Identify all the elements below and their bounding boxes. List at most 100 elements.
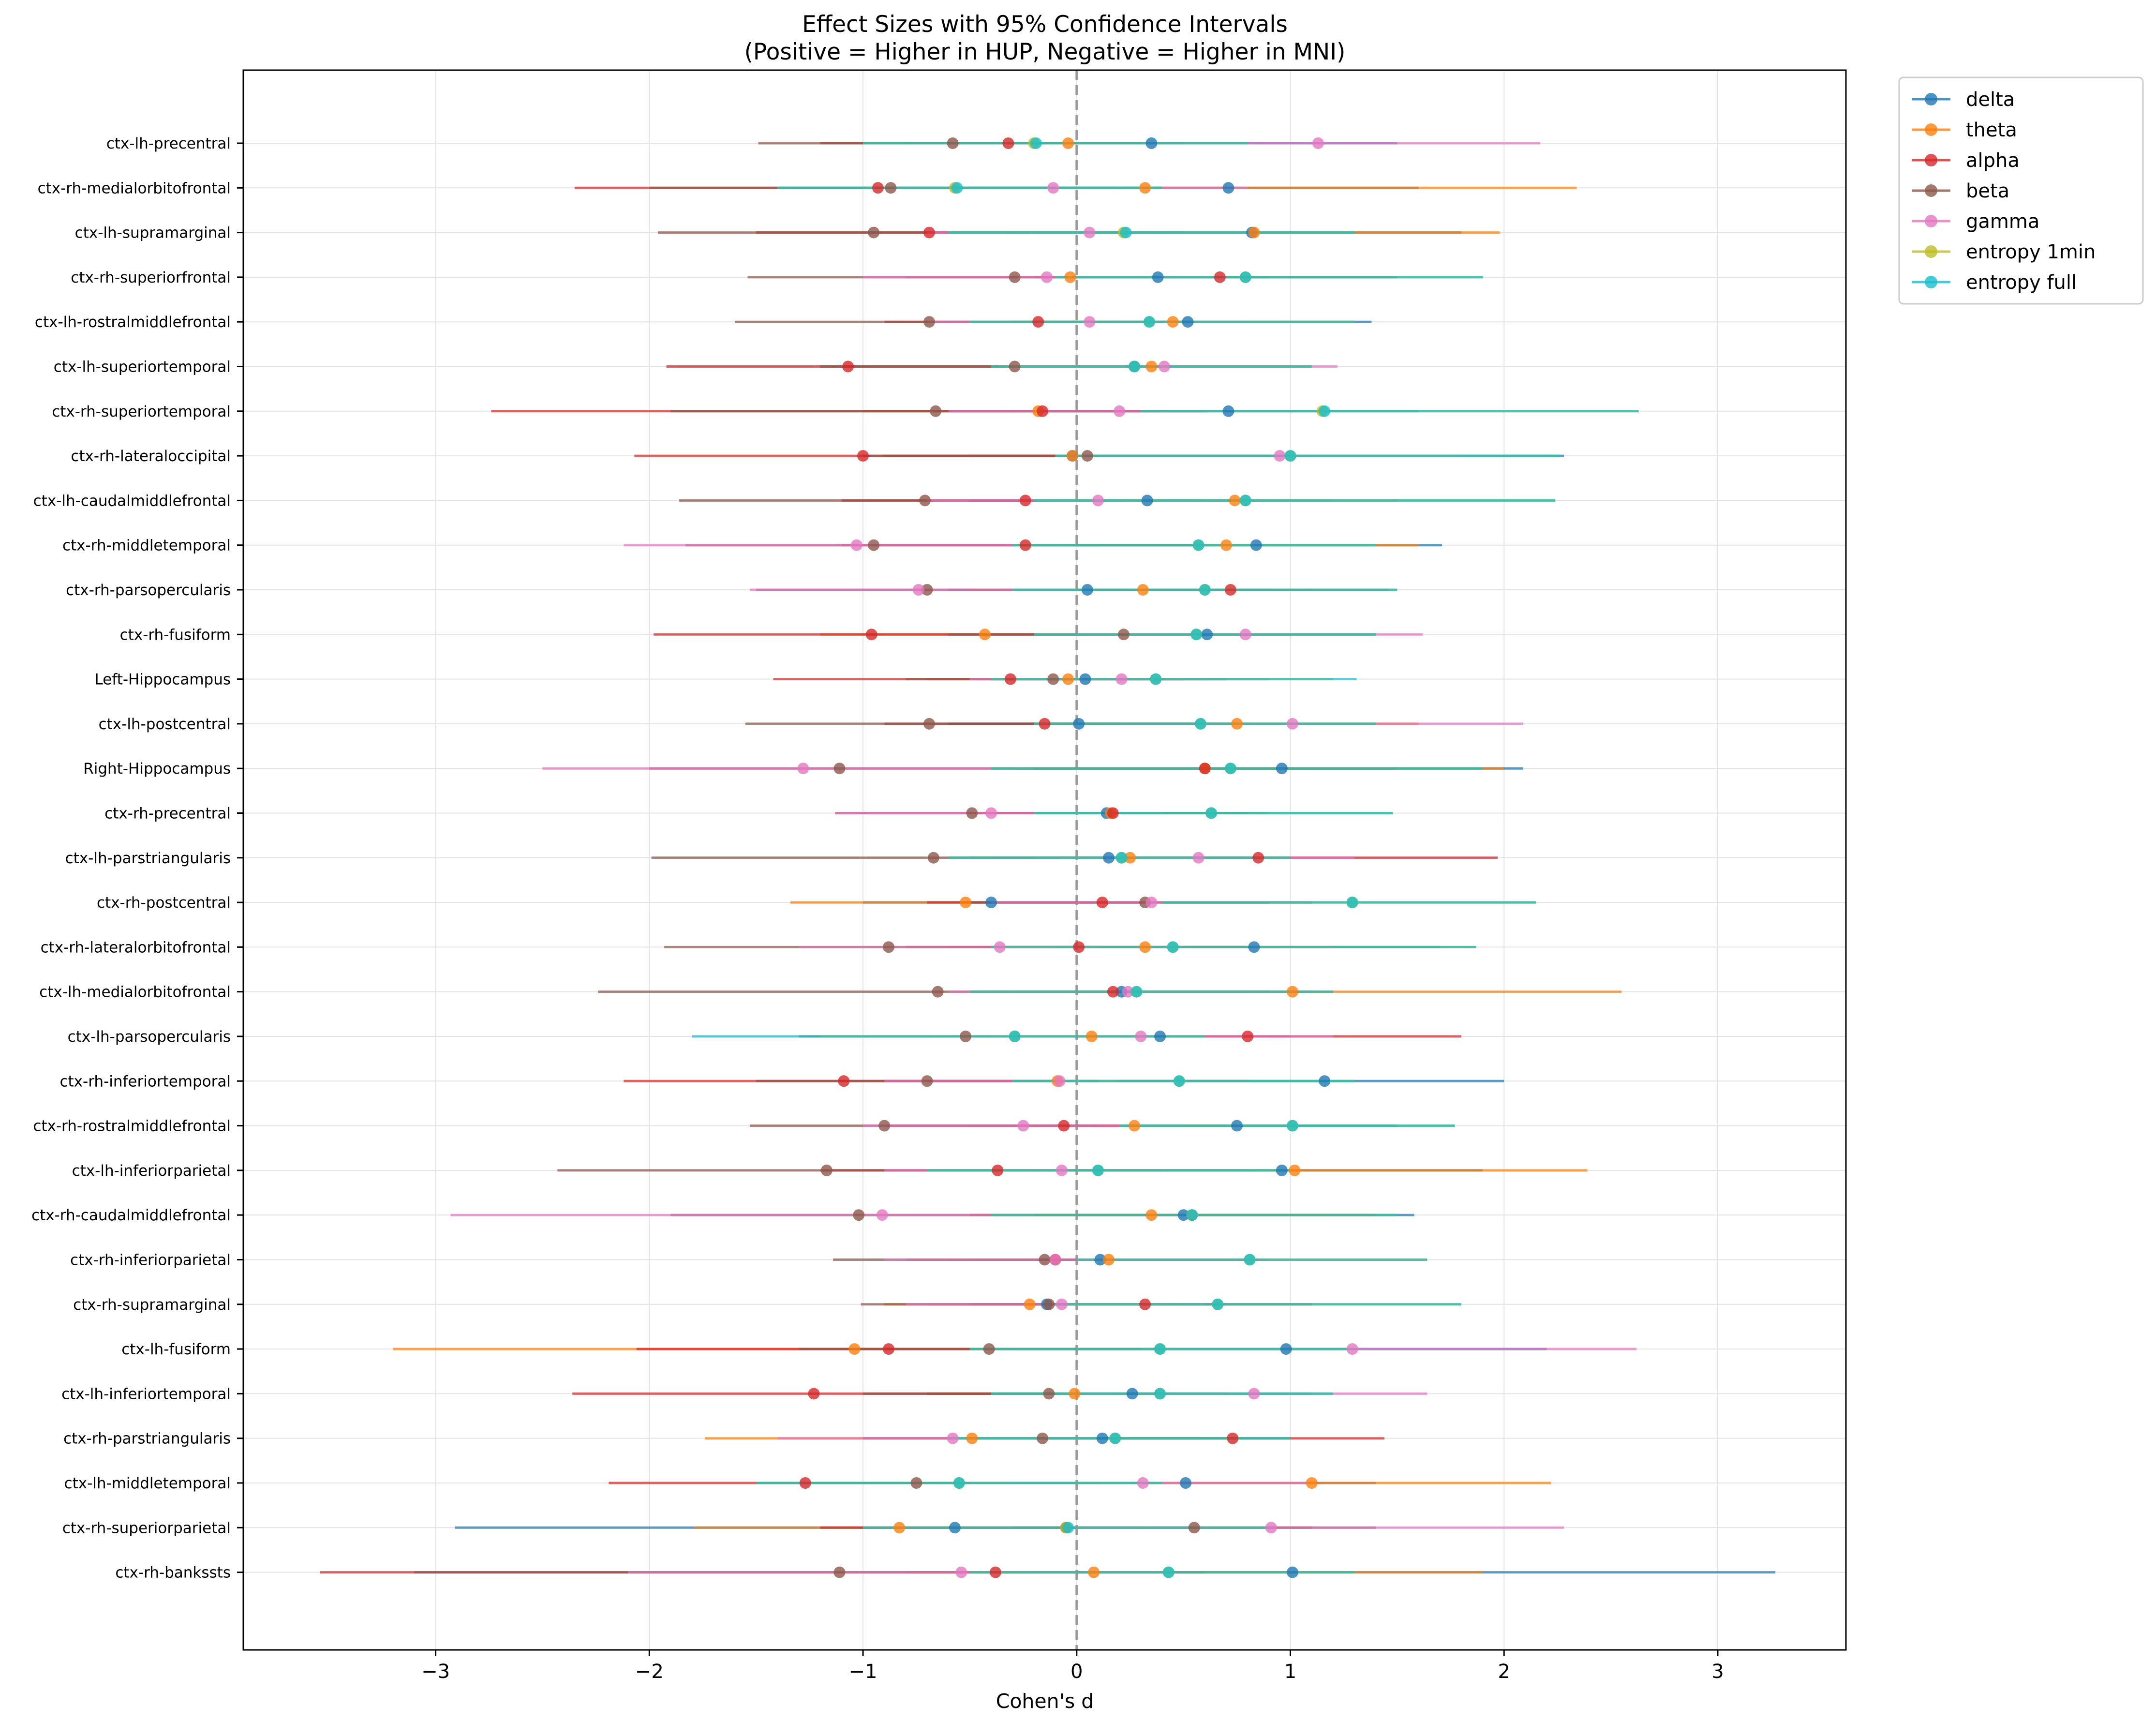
point-beta (1037, 1432, 1049, 1444)
point-beta (853, 1209, 865, 1221)
point-entropy-full (1154, 1343, 1166, 1355)
legend-label: gamma (1966, 210, 2039, 233)
y-tick-label: ctx-rh-caudalmiddlefrontal (31, 1207, 231, 1224)
y-tick-label: ctx-lh-middletemporal (64, 1475, 231, 1492)
y-tick-label: ctx-lh-parstriangularis (65, 850, 231, 867)
y-tick-label: ctx-rh-middletemporal (62, 537, 231, 554)
point-theta (1306, 1477, 1318, 1489)
point-delta (1222, 182, 1234, 194)
y-tick-label: ctx-rh-superiorfrontal (71, 269, 231, 286)
point-beta (833, 763, 846, 775)
point-alpha (1073, 941, 1085, 953)
point-entropy-full (1154, 1388, 1166, 1400)
point-entropy-full (1129, 360, 1141, 373)
point-entropy-full (1186, 1209, 1198, 1221)
point-delta (1081, 584, 1093, 596)
point-gamma (1056, 1164, 1068, 1176)
point-delta (1280, 1343, 1292, 1355)
point-theta (1248, 226, 1260, 239)
point-alpha (1107, 807, 1119, 819)
point-alpha (872, 182, 884, 194)
point-theta (1064, 271, 1076, 283)
point-gamma (1114, 405, 1126, 417)
point-entropy-full (1190, 629, 1203, 641)
point-delta (985, 897, 997, 909)
point-beta (960, 1031, 972, 1042)
point-delta (1180, 1477, 1192, 1489)
point-gamma (1092, 494, 1104, 507)
point-alpha (989, 1566, 1001, 1578)
point-delta (1126, 1388, 1138, 1400)
point-delta (1250, 539, 1262, 551)
point-entropy-full (1143, 316, 1155, 328)
point-gamma (947, 1432, 959, 1444)
y-tick-label: ctx-rh-superiorparietal (62, 1519, 231, 1537)
point-delta (1286, 1566, 1298, 1578)
legend-marker (1925, 184, 1937, 197)
point-beta (1043, 1298, 1055, 1310)
point-beta (930, 405, 942, 417)
point-entropy-full (1244, 1254, 1256, 1266)
point-delta (1152, 271, 1164, 283)
point-gamma (1017, 1120, 1029, 1132)
point-alpha (1252, 852, 1264, 864)
point-entropy-full (953, 1477, 965, 1489)
plot-frame (242, 69, 1847, 1651)
x-axis-ticks: −3 −2 −1 0 1 2 3 (421, 1650, 1724, 1683)
point-theta (1167, 316, 1179, 328)
point-entropy-full (1150, 673, 1162, 685)
point-beta (921, 584, 933, 596)
point-alpha (1032, 316, 1044, 328)
point-alpha (1019, 494, 1031, 507)
point-entropy-full (1167, 941, 1179, 953)
y-tick-label: ctx-rh-medialorbitofrontal (38, 180, 231, 197)
point-entropy-full (1009, 1031, 1021, 1042)
point-theta (1062, 673, 1074, 685)
point-alpha (883, 1343, 895, 1355)
point-delta (1222, 405, 1234, 417)
point-gamma (1248, 1388, 1260, 1400)
point-beta (919, 494, 931, 507)
point-delta (1319, 1075, 1331, 1087)
legend-marker (1925, 215, 1937, 227)
point-gamma (1041, 271, 1053, 283)
point-alpha (865, 629, 877, 641)
point-entropy-full (1239, 271, 1251, 283)
point-beta (1043, 1388, 1055, 1400)
point-theta (1289, 1164, 1301, 1176)
point-alpha (857, 450, 869, 462)
point-gamma (797, 763, 809, 775)
legend-label: entropy full (1966, 271, 2077, 294)
chart-title: Effect Sizes with 95% Confidence Interva… (802, 11, 1288, 38)
y-tick-label: ctx-lh-inferiorparietal (72, 1162, 231, 1180)
y-tick-label: ctx-lh-caudalmiddlefrontal (33, 492, 231, 509)
point-gamma (1239, 629, 1251, 641)
y-tick-label: ctx-lh-fusiform (121, 1341, 231, 1358)
point-delta (1096, 1432, 1108, 1444)
point-beta (1081, 450, 1093, 462)
point-delta (1248, 941, 1260, 953)
point-delta (1177, 1209, 1190, 1221)
point-gamma (1084, 316, 1096, 328)
point-beta (883, 941, 895, 953)
point-theta (1229, 494, 1241, 507)
y-tick-label: Right-Hippocampus (83, 760, 231, 778)
point-theta (1124, 852, 1136, 864)
point-theta (1062, 137, 1074, 149)
y-tick-label: ctx-rh-parstriangularis (63, 1430, 231, 1448)
point-delta (1182, 316, 1194, 328)
point-delta (1103, 852, 1115, 864)
point-theta (1137, 584, 1149, 596)
point-beta (868, 539, 880, 551)
point-entropy-full (1162, 1566, 1175, 1578)
y-tick-label: ctx-lh-parsopercularis (68, 1028, 231, 1046)
point-theta (1286, 986, 1298, 998)
point-theta (1145, 360, 1158, 373)
legend-box (1898, 76, 2144, 305)
point-theta (966, 1432, 978, 1444)
x-tick-label: −3 (421, 1661, 450, 1683)
legend-marker (1925, 154, 1937, 166)
point-beta (1047, 673, 1059, 685)
point-entropy-full (1192, 539, 1204, 551)
point-delta (949, 1522, 961, 1534)
